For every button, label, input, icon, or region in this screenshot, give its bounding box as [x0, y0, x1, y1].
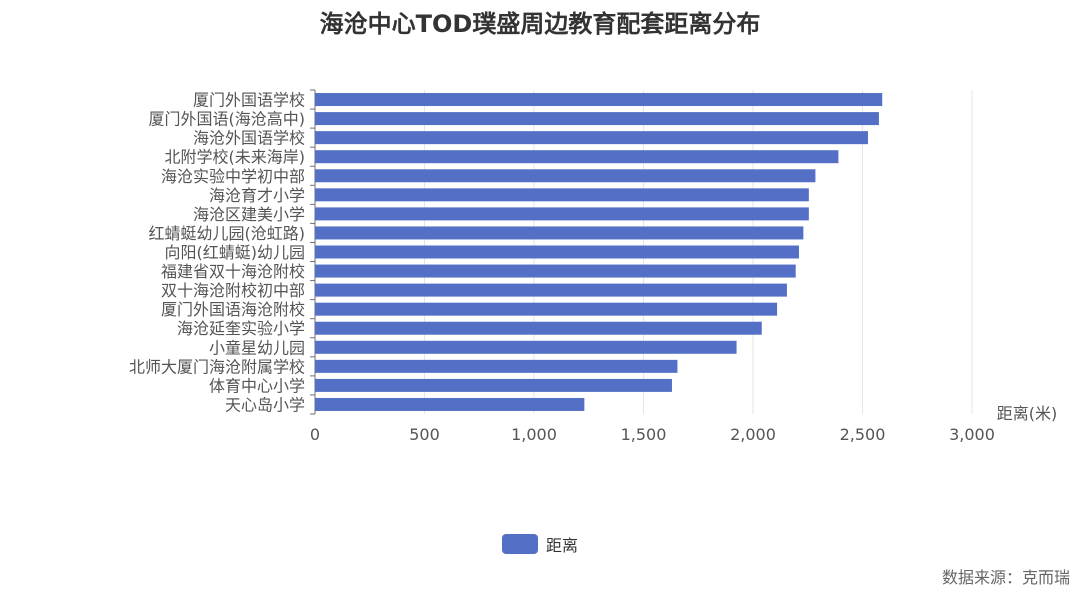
bar[interactable]	[315, 302, 778, 316]
x-tick-label: 3,000	[949, 425, 995, 444]
bar[interactable]	[315, 245, 799, 259]
bar[interactable]	[315, 93, 883, 107]
x-axis-label: 距离(米)	[997, 404, 1058, 423]
bar[interactable]	[315, 359, 678, 373]
bar[interactable]	[315, 397, 585, 411]
x-tick-label: 500	[409, 425, 440, 444]
category-label: 海沧实验中学初中部	[161, 167, 305, 186]
bar[interactable]	[315, 150, 839, 164]
bar[interactable]	[315, 378, 672, 392]
axes	[310, 89, 316, 415]
category-label: 海沧区建美小学	[193, 205, 305, 224]
bar[interactable]	[315, 188, 809, 202]
bar[interactable]	[315, 131, 868, 145]
legend-label: 距离	[545, 536, 578, 555]
x-tick-label: 1,000	[511, 425, 557, 444]
legend-swatch	[501, 534, 538, 554]
category-label: 厦门外国语海沧附校	[161, 300, 305, 319]
category-label: 福建省双十海沧附校	[161, 262, 305, 281]
bar[interactable]	[315, 340, 737, 354]
bars	[315, 93, 883, 411]
category-label: 双十海沧附校初中部	[161, 281, 305, 300]
legend[interactable]: 距离	[0, 532, 1080, 556]
category-labels: 厦门外国语学校厦门外国语(海沧高中)海沧外国语学校北附学校(未来海岸)海沧实验中…	[129, 91, 305, 415]
category-label: 向阳(红蜻蜓)幼儿园	[165, 243, 306, 262]
category-label: 体育中心小学	[209, 376, 305, 395]
bar[interactable]	[315, 112, 879, 126]
x-tick-label: 1,500	[621, 425, 667, 444]
x-tick-label: 0	[310, 425, 320, 444]
category-label: 小童星幼儿园	[209, 338, 305, 357]
category-label: 海沧延奎实验小学	[177, 319, 305, 338]
category-label: 北附学校(未来海岸)	[165, 148, 306, 167]
category-label: 北师大厦门海沧附属学校	[129, 357, 305, 376]
category-label: 厦门外国语学校	[193, 91, 305, 110]
x-tick-labels: 0 500 1,000 1,500 2,000 2,500 3,000	[310, 425, 995, 444]
category-label: 海沧外国语学校	[193, 129, 305, 148]
category-label: 海沧育才小学	[209, 186, 305, 205]
x-tick-label: 2,500	[840, 425, 886, 444]
bar[interactable]	[315, 321, 762, 335]
bar[interactable]	[315, 283, 787, 297]
bar[interactable]	[315, 169, 816, 183]
category-label: 厦门外国语(海沧高中)	[149, 110, 306, 129]
x-tick-label: 2,000	[730, 425, 776, 444]
bar[interactable]	[315, 264, 796, 278]
category-label: 红蜻蜓幼儿园(沧虹路)	[149, 224, 306, 243]
category-label: 天心岛小学	[225, 395, 305, 414]
bar[interactable]	[315, 226, 804, 240]
data-source: 数据来源：克而瑞	[941, 568, 1070, 587]
bar[interactable]	[315, 207, 809, 221]
chart-title: 海沧中心TOD璞盛周边教育配套距离分布	[319, 10, 761, 38]
